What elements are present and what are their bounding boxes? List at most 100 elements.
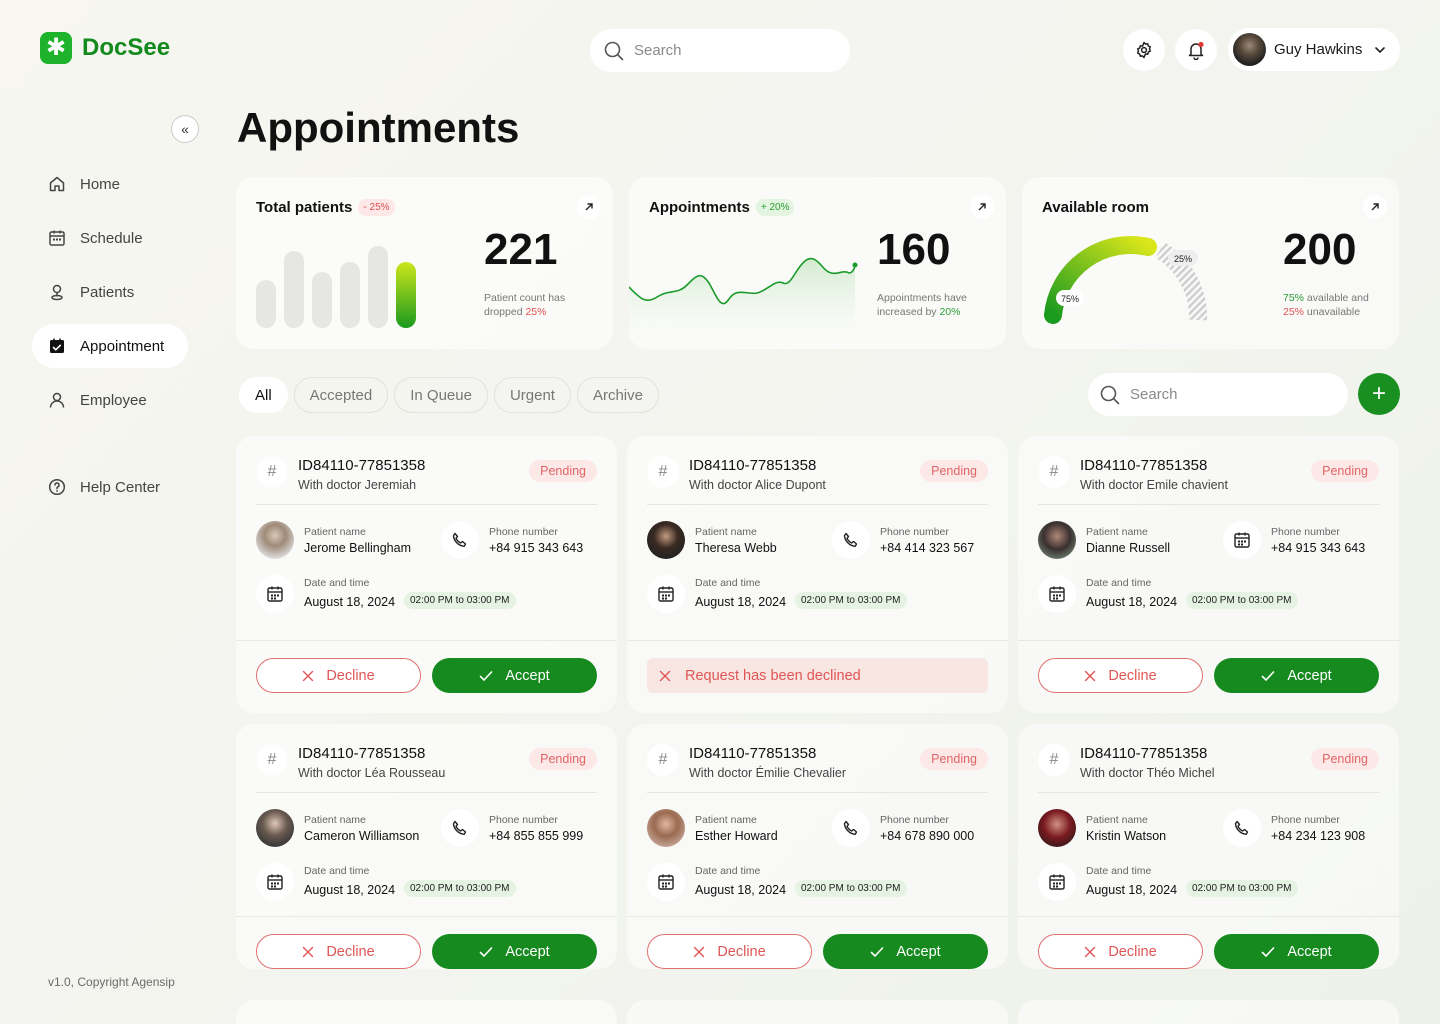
patient-avatar: [1038, 809, 1076, 847]
calendar-icon-wrap: [256, 863, 294, 901]
accept-button[interactable]: Accept: [432, 658, 597, 693]
decline-label: Decline: [326, 667, 375, 684]
close-icon: [1085, 670, 1096, 681]
patient-name: Theresa Webb: [695, 541, 777, 555]
settings-button[interactable]: [1123, 29, 1165, 71]
appointment-time: 02:00 PM to 03:00 PM: [404, 880, 516, 897]
collapse-sidebar-button[interactable]: «: [171, 115, 199, 143]
divider: [647, 792, 988, 793]
stat-card-total-patients: Total patients - 25% 221 Patient count ha…: [236, 177, 613, 349]
stat-note: Patient count has dropped 25%: [484, 292, 566, 318]
accept-button[interactable]: Accept: [1214, 934, 1379, 969]
top-search[interactable]: [590, 29, 850, 72]
calendar-icon-wrap: [647, 575, 685, 613]
expand-button[interactable]: [577, 195, 601, 219]
appointment-id: ID84110-77851358: [298, 745, 426, 762]
close-icon: [303, 946, 314, 957]
hash-icon: #: [647, 456, 679, 488]
appointment-id: ID84110-77851358: [1080, 745, 1208, 762]
expand-button[interactable]: [970, 195, 994, 219]
check-icon: [480, 670, 493, 681]
date-time-label: Date and time: [695, 577, 761, 589]
appointment-time: 02:00 PM to 03:00 PM: [1186, 880, 1298, 897]
phone-number-label: Phone number: [489, 526, 558, 538]
user-avatar: [1233, 33, 1266, 66]
decline-button[interactable]: Decline: [256, 934, 421, 969]
tab-archive[interactable]: Archive: [576, 377, 659, 413]
status-badge: Pending: [920, 460, 988, 482]
phone-number: +84 915 343 643: [1271, 541, 1366, 555]
calendar-icon: [1234, 532, 1250, 548]
calendar-icon: [49, 230, 65, 246]
chevron-down-icon: [1375, 46, 1385, 53]
patient-avatar: [647, 809, 685, 847]
patient-avatar: [256, 809, 294, 847]
calendar-icon-wrap: [1038, 575, 1076, 613]
help-center-label: Help Center: [80, 478, 161, 496]
phone-icon-wrap: [441, 809, 479, 847]
phone-icon-wrap: [441, 521, 479, 559]
arrow-up-right-icon: [1371, 203, 1379, 211]
tab-all[interactable]: All: [239, 377, 288, 413]
gauge-label-available: 75%: [1061, 294, 1079, 304]
appointment-search[interactable]: [1088, 373, 1348, 416]
accept-button[interactable]: Accept: [432, 934, 597, 969]
decline-label: Decline: [717, 943, 766, 960]
sidebar-item-appointment[interactable]: Appointment: [32, 324, 188, 368]
doctor-name: With doctor Jeremiah: [298, 478, 417, 492]
decline-button[interactable]: Decline: [256, 658, 421, 693]
appointment-card: [1018, 1000, 1399, 1024]
hash-icon: #: [647, 744, 679, 776]
expand-button[interactable]: [1363, 195, 1387, 219]
divider: [647, 504, 988, 505]
trend-badge: - 25%: [358, 199, 395, 216]
appointment-card: # ID84110-77851358 With doctor Jeremiah Pen…: [236, 436, 617, 713]
sidebar-item-employee[interactable]: Employee: [32, 378, 188, 422]
tab-urgent[interactable]: Urgent: [493, 377, 571, 413]
version-text: v1.0, Copyright Agensip: [48, 975, 175, 989]
sidebar-item-label: Schedule: [80, 229, 143, 247]
sidebar-item-patients[interactable]: Patients: [32, 270, 188, 314]
sidebar-nav: Home Schedule Patients Appointment Emplo…: [32, 162, 188, 432]
notifications-button[interactable]: [1175, 29, 1217, 71]
appointment-time: 02:00 PM to 03:00 PM: [404, 592, 516, 609]
top-search-input[interactable]: [634, 42, 814, 59]
phone-icon-wrap: [832, 521, 870, 559]
sidebar-item-label: Employee: [80, 391, 147, 409]
app-logo[interactable]: ✱ DocSee: [40, 32, 170, 64]
divider: [256, 792, 597, 793]
accept-button[interactable]: Accept: [823, 934, 988, 969]
double-chevron-left-icon: «: [181, 121, 189, 137]
decline-button[interactable]: Decline: [647, 934, 812, 969]
card-body: [236, 436, 617, 641]
appointment-id: ID84110-77851358: [1080, 457, 1208, 474]
tab-in-queue[interactable]: In Queue: [394, 377, 488, 413]
tab-accepted[interactable]: Accepted: [293, 377, 389, 413]
appointment-time: 02:00 PM to 03:00 PM: [795, 592, 907, 609]
card-body: [236, 724, 617, 917]
phone-icon-wrap: [1223, 521, 1261, 559]
accept-button[interactable]: Accept: [1214, 658, 1379, 693]
room-gauge: 75% 25%: [1044, 236, 1208, 324]
help-center-link[interactable]: Help Center: [48, 478, 160, 496]
sidebar-item-home[interactable]: Home: [32, 162, 188, 206]
plus-icon: +: [1371, 380, 1386, 407]
decline-button[interactable]: Decline: [1038, 934, 1203, 969]
phone-icon: [1234, 820, 1249, 835]
calendar-icon: [658, 874, 674, 890]
bell-icon: [1188, 41, 1204, 60]
accept-label: Accept: [505, 667, 550, 684]
stat-card-appointments: Appointments + 20% 160 Appointments have …: [629, 177, 1006, 349]
phone-number: +84 678 890 000: [880, 829, 975, 843]
patient-name-label: Patient name: [695, 526, 757, 538]
phone-icon: [452, 820, 467, 835]
sidebar-item-schedule[interactable]: Schedule: [32, 216, 188, 260]
appointment-search-input[interactable]: [1130, 386, 1310, 403]
appointment-card: [236, 1000, 617, 1024]
decline-button[interactable]: Decline: [1038, 658, 1203, 693]
user-menu[interactable]: Guy Hawkins: [1228, 28, 1400, 71]
hash-icon: #: [1038, 456, 1070, 488]
phone-icon: [843, 532, 858, 547]
accept-label: Accept: [1287, 943, 1332, 960]
add-appointment-button[interactable]: +: [1358, 373, 1400, 415]
